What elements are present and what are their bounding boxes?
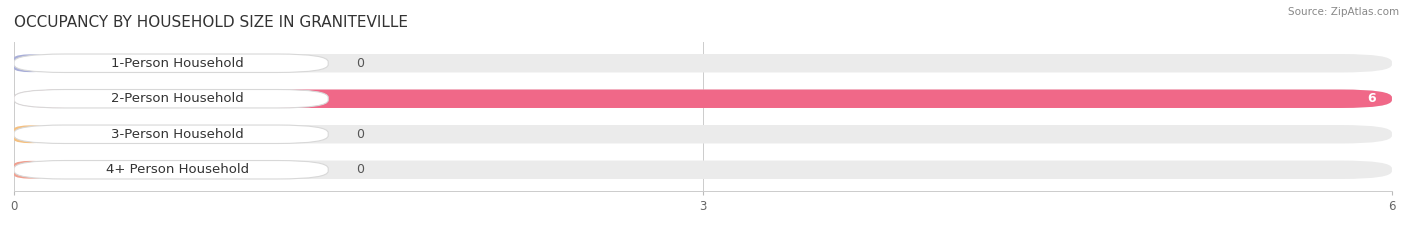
Text: 0: 0 — [356, 163, 364, 176]
FancyBboxPatch shape — [14, 54, 1392, 72]
FancyBboxPatch shape — [14, 125, 1392, 144]
FancyBboxPatch shape — [14, 89, 1392, 108]
FancyBboxPatch shape — [14, 89, 1392, 108]
Text: 1-Person Household: 1-Person Household — [111, 57, 243, 70]
FancyBboxPatch shape — [14, 161, 328, 179]
FancyBboxPatch shape — [14, 89, 328, 108]
Text: 4+ Person Household: 4+ Person Household — [105, 163, 249, 176]
FancyBboxPatch shape — [14, 125, 49, 144]
Text: 0: 0 — [356, 57, 364, 70]
FancyBboxPatch shape — [14, 54, 328, 72]
FancyBboxPatch shape — [14, 54, 49, 72]
Text: 3-Person Household: 3-Person Household — [111, 128, 243, 141]
FancyBboxPatch shape — [14, 161, 49, 179]
Text: 2-Person Household: 2-Person Household — [111, 92, 243, 105]
FancyBboxPatch shape — [14, 161, 1392, 179]
Text: OCCUPANCY BY HOUSEHOLD SIZE IN GRANITEVILLE: OCCUPANCY BY HOUSEHOLD SIZE IN GRANITEVI… — [14, 15, 408, 30]
Text: 6: 6 — [1367, 92, 1376, 105]
FancyBboxPatch shape — [14, 125, 328, 144]
Text: Source: ZipAtlas.com: Source: ZipAtlas.com — [1288, 7, 1399, 17]
Text: 0: 0 — [356, 128, 364, 141]
